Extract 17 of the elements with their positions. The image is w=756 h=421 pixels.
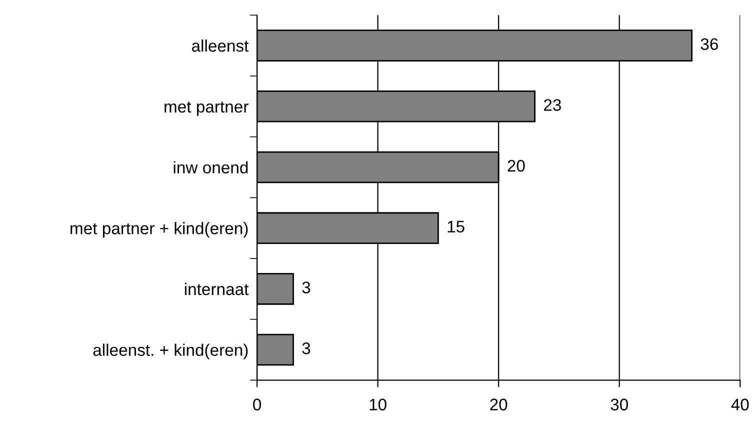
data-label: 15 (448, 220, 464, 233)
data-label: 23 (544, 99, 561, 111)
y-tick-label: alleenst (192, 40, 249, 52)
x-tick-label: 40 (731, 398, 749, 410)
data-label: 20 (508, 160, 525, 172)
x-tick-label: 10 (370, 398, 386, 410)
y-tick-label: met partner + kind(eren) (70, 222, 248, 238)
x-tick-label: 0 (253, 398, 262, 410)
data-label: 3 (302, 282, 310, 294)
x-tick-label: 20 (490, 398, 508, 410)
x-tick-label: 30 (610, 398, 628, 410)
y-tick-label: internaat (184, 282, 249, 296)
y-tick-label: alleenst. + kind(eren) (93, 344, 248, 360)
y-tick-label: inw onend (174, 161, 248, 174)
data-label: 36 (700, 38, 718, 50)
data-label: 3 (302, 342, 310, 354)
y-tick-label: met partner (164, 102, 248, 116)
